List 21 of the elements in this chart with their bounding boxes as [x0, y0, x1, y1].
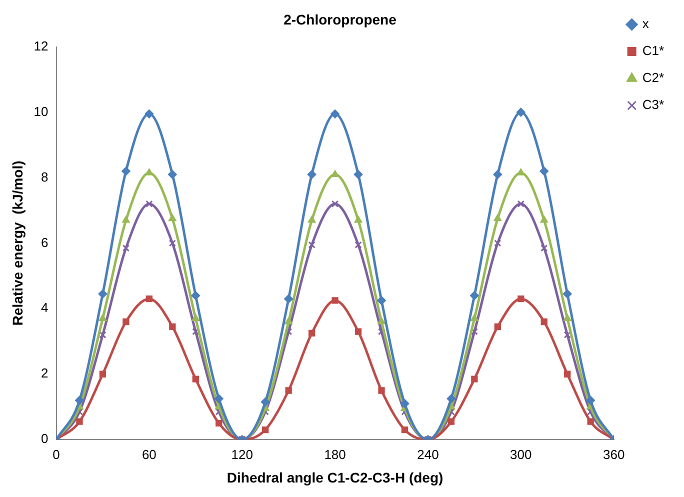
- x-axis-title: Dihedral angle C1-C2-C3-H (deg): [226, 469, 444, 486]
- x-tick-label: 0: [52, 446, 60, 462]
- y-tick-label: 12: [34, 38, 48, 54]
- legend-label: C3*: [642, 97, 664, 112]
- y-tick-label: 6: [41, 234, 48, 250]
- y-tick-label: 2: [41, 366, 48, 381]
- y-axis-title: Relative energy (kJ/mol): [9, 160, 26, 326]
- x-tick-label: 300: [510, 446, 532, 462]
- y-tick-label: 8: [41, 169, 48, 184]
- x-tick-label: 60: [142, 446, 156, 462]
- y-tick-label: 0: [41, 431, 48, 446]
- chart-title: 2-Chloropropene: [284, 11, 397, 28]
- legend-label: x: [642, 16, 650, 32]
- y-tick-label: 4: [41, 300, 48, 316]
- x-tick-label: 180: [324, 446, 346, 462]
- x-tick-label: 120: [231, 446, 253, 462]
- y-tick-label: 10: [34, 104, 48, 119]
- legend-label: C1*: [642, 43, 664, 58]
- legend-label: C2*: [642, 70, 664, 86]
- x-tick-label: 360: [602, 446, 625, 462]
- x-tick-label: 240: [417, 446, 439, 462]
